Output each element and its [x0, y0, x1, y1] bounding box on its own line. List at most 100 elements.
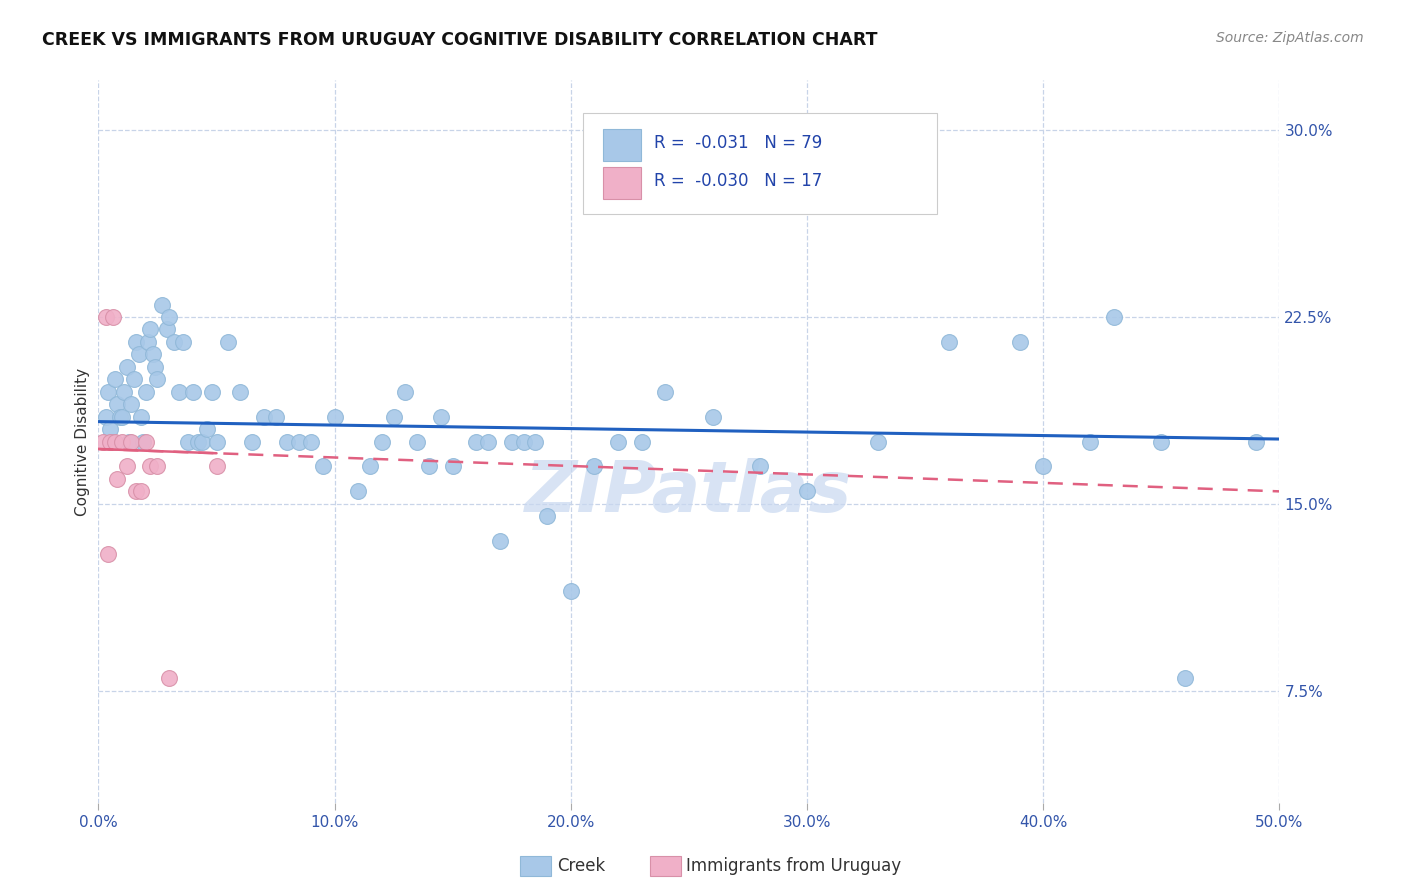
- Point: [146, 372, 169, 386]
- Point: [217, 334, 239, 349]
- Point: [371, 434, 394, 449]
- Point: [111, 409, 134, 424]
- FancyBboxPatch shape: [603, 167, 641, 200]
- Point: [489, 534, 512, 549]
- Point: [240, 434, 263, 449]
- Point: [128, 347, 150, 361]
- Point: [347, 484, 370, 499]
- Point: [1150, 434, 1173, 449]
- Point: [181, 384, 204, 399]
- Point: [172, 334, 194, 349]
- Point: [323, 409, 346, 424]
- Point: [195, 422, 218, 436]
- Point: [654, 384, 676, 399]
- Point: [1174, 671, 1197, 685]
- Point: [98, 434, 121, 449]
- Point: [1244, 434, 1267, 449]
- Point: [139, 322, 162, 336]
- Point: [441, 459, 464, 474]
- Point: [229, 384, 252, 399]
- Point: [105, 397, 128, 411]
- Text: Source: ZipAtlas.com: Source: ZipAtlas.com: [1216, 31, 1364, 45]
- Point: [167, 384, 190, 399]
- Point: [630, 434, 652, 449]
- FancyBboxPatch shape: [582, 112, 936, 214]
- Point: [299, 434, 322, 449]
- Point: [118, 434, 141, 449]
- Point: [121, 397, 143, 411]
- Point: [312, 459, 335, 474]
- Point: [512, 434, 534, 449]
- Point: [146, 459, 169, 474]
- Point: [122, 372, 145, 386]
- Point: [104, 434, 127, 449]
- Text: R =  -0.030   N = 17: R = -0.030 N = 17: [654, 172, 821, 190]
- Text: CREEK VS IMMIGRANTS FROM URUGUAY COGNITIVE DISABILITY CORRELATION CHART: CREEK VS IMMIGRANTS FROM URUGUAY COGNITI…: [42, 31, 877, 49]
- Point: [111, 434, 134, 449]
- Point: [121, 434, 143, 449]
- Point: [1102, 310, 1125, 324]
- Point: [1032, 459, 1054, 474]
- Y-axis label: Cognitive Disability: Cognitive Disability: [75, 368, 90, 516]
- Point: [560, 584, 582, 599]
- Point: [142, 347, 165, 361]
- Point: [583, 459, 606, 474]
- Point: [94, 409, 117, 424]
- Point: [359, 459, 381, 474]
- Point: [177, 434, 200, 449]
- Point: [97, 384, 120, 399]
- Point: [418, 459, 440, 474]
- FancyBboxPatch shape: [603, 128, 641, 161]
- Point: [105, 472, 128, 486]
- Point: [125, 484, 148, 499]
- Point: [276, 434, 298, 449]
- Point: [191, 434, 214, 449]
- Point: [112, 384, 135, 399]
- Point: [501, 434, 523, 449]
- Text: Immigrants from Uruguay: Immigrants from Uruguay: [686, 857, 901, 875]
- Point: [702, 409, 724, 424]
- Point: [136, 334, 159, 349]
- Point: [524, 434, 547, 449]
- Point: [1080, 434, 1102, 449]
- Point: [465, 434, 488, 449]
- Point: [132, 434, 155, 449]
- Point: [253, 409, 276, 424]
- Text: R =  -0.031   N = 79: R = -0.031 N = 79: [654, 134, 821, 153]
- Point: [115, 359, 138, 374]
- Point: [163, 334, 186, 349]
- Point: [94, 310, 117, 324]
- Point: [394, 384, 416, 399]
- Point: [129, 484, 152, 499]
- Point: [115, 459, 138, 474]
- Point: [406, 434, 429, 449]
- Point: [156, 322, 179, 336]
- Point: [382, 409, 405, 424]
- Point: [187, 434, 209, 449]
- Point: [104, 372, 127, 386]
- Point: [97, 547, 120, 561]
- Point: [125, 334, 148, 349]
- Point: [91, 434, 114, 449]
- Point: [607, 434, 630, 449]
- Point: [135, 434, 157, 449]
- Point: [748, 459, 770, 474]
- Point: [866, 434, 889, 449]
- Point: [139, 459, 162, 474]
- Point: [288, 434, 311, 449]
- Text: Creek: Creek: [557, 857, 605, 875]
- Point: [98, 422, 121, 436]
- Point: [108, 409, 131, 424]
- Point: [938, 334, 960, 349]
- Text: ZIPatlas: ZIPatlas: [526, 458, 852, 526]
- Point: [430, 409, 453, 424]
- Point: [796, 484, 818, 499]
- Point: [536, 509, 558, 524]
- Point: [101, 310, 124, 324]
- Point: [101, 434, 124, 449]
- Point: [205, 459, 228, 474]
- Point: [477, 434, 499, 449]
- Point: [157, 671, 180, 685]
- Point: [135, 384, 157, 399]
- Point: [205, 434, 228, 449]
